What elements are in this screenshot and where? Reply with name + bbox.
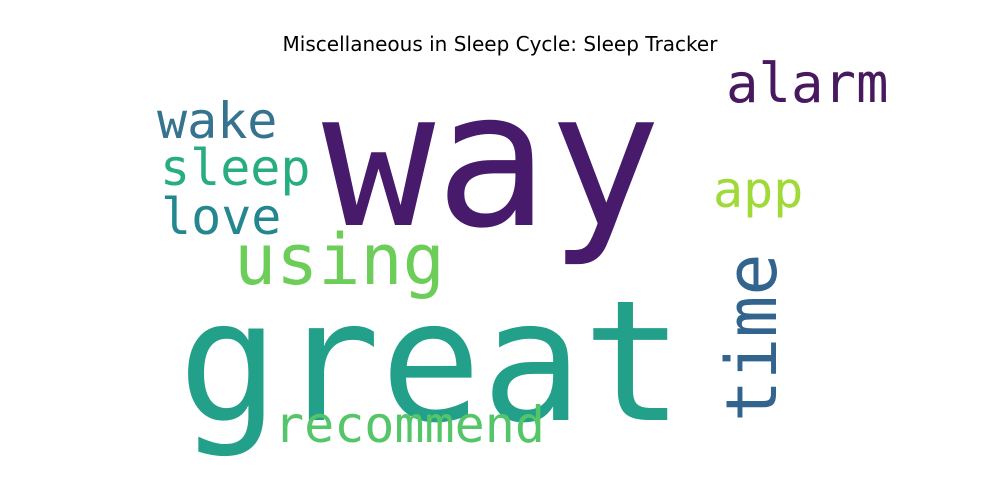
cloud-word-way: way: [322, 51, 662, 270]
cloud-word-using: using: [234, 219, 445, 301]
cloud-word-alarm: alarm: [726, 52, 889, 115]
cloud-word-wake: wake: [157, 92, 277, 150]
cloud-word-love: love: [161, 188, 281, 246]
cloud-word-great: great: [178, 264, 684, 460]
cloud-word-time: time: [711, 253, 793, 422]
cloud-word-sleep: sleep: [160, 139, 311, 197]
cloud-word-recommend: recommend: [274, 396, 545, 454]
cloud-word-app: app: [713, 161, 803, 219]
chart-title: Miscellaneous in Sleep Cycle: Sleep Trac…: [282, 32, 718, 56]
